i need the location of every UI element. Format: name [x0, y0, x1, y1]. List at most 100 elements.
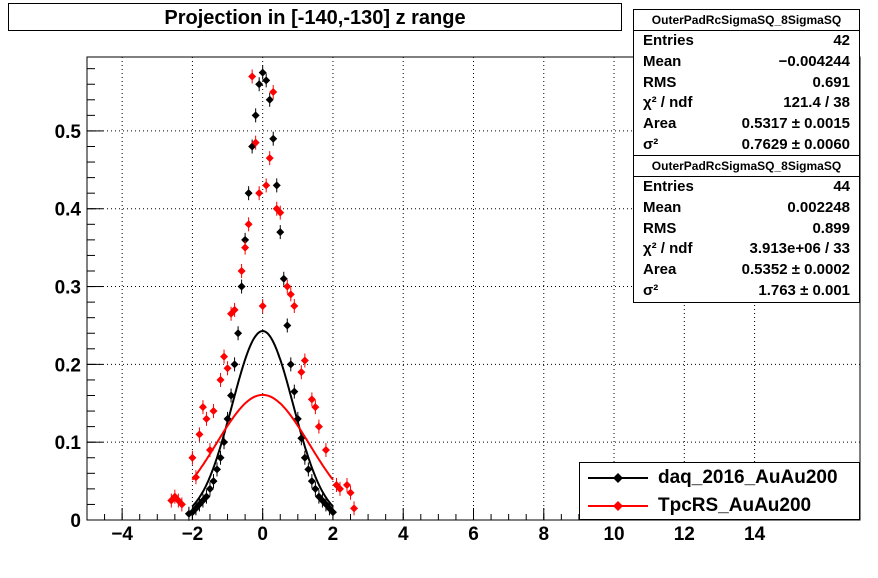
stats-row: Mean −0.004244: [634, 52, 859, 73]
data-point: [307, 395, 316, 404]
data-point: [262, 181, 271, 190]
data-point: [237, 282, 246, 291]
stats-row: σ² 1.763 ± 0.001: [634, 281, 859, 302]
y-tick-label: 0.3: [55, 278, 81, 299]
data-point: [223, 414, 232, 423]
data-point: [283, 321, 292, 330]
data-point: [269, 88, 278, 97]
x-tick-label: 2: [328, 524, 339, 545]
stats-row: χ² / ndf 121.4 / 38: [634, 93, 859, 114]
stats-value: 0.691: [812, 73, 850, 91]
legend-item-tpcrs: TpcRS_AuAu200: [588, 493, 811, 519]
data-point: [248, 72, 257, 81]
legend-item-daq: daq_2016_AuAu200: [588, 465, 838, 491]
x-tick-label: 12: [674, 524, 695, 545]
x-tick-label: 6: [468, 524, 479, 545]
stats-value: 121.4 / 38: [783, 94, 850, 112]
stats-row: χ² / ndf 3.913e+06 / 33: [634, 239, 859, 260]
data-point: [220, 352, 229, 361]
legend-marker-tpcrs: [588, 493, 648, 519]
stats-value: 0.5317 ± 0.0015: [741, 115, 850, 133]
stats-value: 0.7629 ± 0.0060: [741, 135, 850, 153]
data-point: [258, 302, 267, 311]
data-point: [213, 465, 222, 474]
data-point: [241, 235, 250, 244]
stats-key: Mean: [643, 52, 682, 70]
legend-marker-daq: [588, 465, 648, 491]
stats-row: RMS 0.899: [634, 219, 859, 240]
data-point: [269, 134, 278, 143]
data-point: [223, 364, 232, 373]
stats-value: 44: [833, 178, 850, 195]
data-point: [177, 500, 186, 509]
data-point: [272, 181, 281, 190]
stats-value: 1.763 ± 0.001: [758, 281, 850, 299]
data-point: [227, 391, 236, 400]
x-tick-label: 4: [398, 524, 409, 545]
data-point: [241, 243, 250, 252]
y-tick-label: 0: [70, 511, 81, 532]
stats-box-daq: OuterPadRcSigmaSQ_8SigmaSQ Entries 42 Mea…: [633, 9, 860, 157]
x-tick-label: 14: [744, 524, 766, 545]
legend-label-daq: daq_2016_AuAu200: [658, 467, 838, 488]
data-point: [251, 138, 260, 147]
data-point: [346, 488, 355, 497]
stats-row: Entries 44: [634, 177, 859, 198]
data-point: [335, 484, 344, 493]
data-point: [234, 329, 243, 338]
data-point: [276, 228, 285, 237]
data-point: [311, 403, 320, 412]
data-point: [255, 189, 264, 198]
data-point: [265, 154, 274, 163]
data-point: [307, 477, 316, 486]
stats-value: 0.002248: [787, 198, 850, 216]
data-point: [251, 111, 260, 120]
data-point: [304, 465, 313, 474]
data-point: [279, 274, 288, 283]
stats-key: Area: [643, 261, 677, 279]
stats-box-tpcrs: OuterPadRcSigmaSQ_8SigmaSQ Entries 44 Mea…: [633, 155, 860, 303]
y-tick-label: 0.2: [55, 355, 81, 376]
stats-key: Entries: [643, 32, 694, 49]
stats-key: RMS: [643, 219, 677, 237]
data-point: [314, 422, 323, 431]
stats-header: OuterPadRcSigmaSQ_8SigmaSQ: [634, 10, 859, 31]
data-point: [188, 453, 197, 462]
data-point: [255, 80, 264, 89]
data-point: [325, 504, 334, 513]
data-point: [262, 76, 271, 85]
data-point: [276, 208, 285, 217]
data-point: [237, 266, 246, 275]
y-tick-label: 0.4: [55, 200, 82, 221]
data-point: [202, 492, 211, 501]
data-point: [293, 414, 302, 423]
data-point: [258, 68, 267, 77]
data-point: [300, 453, 309, 462]
x-tick-label: 10: [603, 524, 624, 545]
data-point: [209, 477, 218, 486]
stats-row: Area 0.5352 ± 0.0002: [634, 260, 859, 281]
stats-key: σ²: [643, 135, 659, 153]
data-point: [205, 484, 214, 493]
x-tick-label: 8: [538, 524, 549, 545]
x-tick-label: −4: [111, 524, 133, 545]
data-point: [216, 375, 225, 384]
x-tick-label: −2: [182, 524, 204, 545]
data-point: [244, 220, 253, 229]
stats-key: Mean: [643, 198, 682, 216]
fit-curve-1: [191, 393, 334, 481]
data-point: [328, 508, 337, 517]
data-point: [220, 438, 229, 447]
data-point: [311, 484, 320, 493]
data-point: [202, 414, 211, 423]
stats-row: Area 0.5317 ± 0.0015: [634, 114, 859, 135]
stats-key: Entries: [643, 178, 694, 195]
stats-key: RMS: [643, 73, 677, 91]
data-point: [286, 360, 295, 369]
x-tick-label: 0: [257, 524, 268, 545]
stats-key: χ² / ndf: [643, 240, 693, 258]
data-point: [216, 453, 225, 462]
data-point: [297, 368, 306, 377]
data-point: [209, 407, 218, 416]
data-point: [230, 305, 239, 314]
